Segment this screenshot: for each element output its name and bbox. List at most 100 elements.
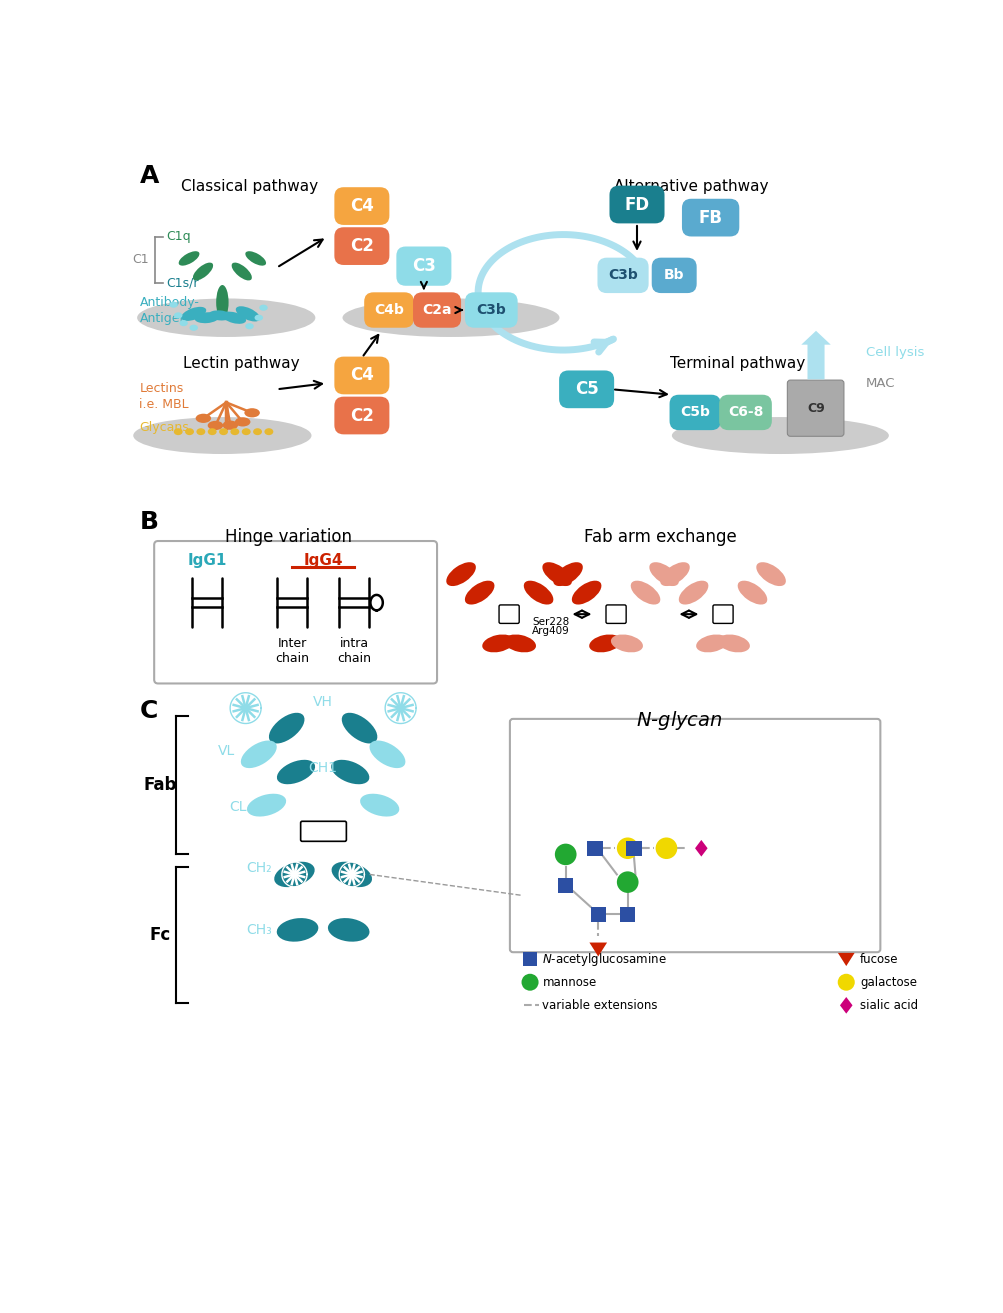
Text: IgG1: IgG1	[187, 553, 227, 567]
Ellipse shape	[174, 312, 183, 319]
Text: Inter
chain: Inter chain	[275, 637, 309, 666]
Ellipse shape	[542, 562, 572, 586]
Text: Lectins
i.e. MBL: Lectins i.e. MBL	[139, 382, 189, 411]
Ellipse shape	[133, 418, 311, 454]
Text: FB: FB	[698, 209, 722, 227]
Ellipse shape	[222, 311, 246, 324]
Text: C1: C1	[132, 253, 148, 267]
Bar	[619, 907, 635, 922]
Ellipse shape	[241, 741, 277, 768]
Circle shape	[555, 844, 576, 865]
Text: FD: FD	[624, 196, 649, 214]
Text: Antibody-
Antigen: Antibody- Antigen	[139, 295, 200, 324]
Ellipse shape	[331, 861, 372, 888]
Text: Hinge variation: Hinge variation	[225, 528, 351, 546]
Text: C1s/r: C1s/r	[165, 277, 199, 290]
Bar	[626, 840, 641, 856]
Text: Glycans: Glycans	[139, 421, 189, 435]
FancyBboxPatch shape	[364, 293, 413, 328]
FancyBboxPatch shape	[681, 198, 738, 236]
Text: Fab: Fab	[143, 776, 177, 794]
Circle shape	[837, 974, 854, 991]
Text: Cell lysis: Cell lysis	[865, 345, 923, 358]
Bar	[590, 907, 606, 922]
Ellipse shape	[179, 251, 200, 265]
Text: C2: C2	[350, 238, 373, 255]
Ellipse shape	[610, 634, 642, 653]
Text: $N$-acetylglucosamine: $N$-acetylglucosamine	[542, 951, 666, 968]
FancyBboxPatch shape	[396, 247, 451, 286]
Ellipse shape	[244, 408, 260, 418]
FancyBboxPatch shape	[412, 293, 460, 328]
Text: C5b: C5b	[679, 406, 709, 419]
FancyBboxPatch shape	[718, 395, 771, 431]
FancyBboxPatch shape	[651, 257, 696, 293]
Text: C3: C3	[411, 257, 435, 276]
Ellipse shape	[553, 562, 583, 586]
Text: Fc: Fc	[149, 926, 171, 944]
Text: C4b: C4b	[374, 303, 403, 316]
Text: $\it{N}$-glycan: $\it{N}$-glycan	[636, 709, 722, 731]
Ellipse shape	[170, 302, 178, 307]
FancyArrow shape	[800, 331, 829, 379]
FancyBboxPatch shape	[334, 188, 389, 225]
FancyBboxPatch shape	[712, 605, 732, 624]
Ellipse shape	[242, 428, 251, 435]
Ellipse shape	[223, 420, 238, 429]
Text: CL: CL	[229, 800, 247, 814]
Ellipse shape	[196, 414, 211, 423]
Ellipse shape	[360, 794, 399, 817]
FancyBboxPatch shape	[334, 397, 389, 435]
Ellipse shape	[255, 315, 263, 320]
Text: Bb: Bb	[663, 268, 684, 282]
Text: VL: VL	[218, 744, 235, 758]
Ellipse shape	[504, 634, 536, 653]
Ellipse shape	[328, 918, 369, 941]
Ellipse shape	[369, 741, 405, 768]
Text: CH₃: CH₃	[246, 923, 272, 937]
FancyBboxPatch shape	[154, 541, 436, 684]
Ellipse shape	[209, 310, 232, 320]
Ellipse shape	[695, 634, 727, 653]
Ellipse shape	[216, 285, 229, 319]
Polygon shape	[840, 997, 852, 1014]
Ellipse shape	[236, 306, 260, 322]
Ellipse shape	[277, 760, 315, 784]
Text: C6-8: C6-8	[727, 406, 762, 419]
Ellipse shape	[671, 418, 888, 454]
FancyBboxPatch shape	[334, 357, 389, 394]
Ellipse shape	[235, 418, 250, 427]
Ellipse shape	[245, 251, 266, 265]
Ellipse shape	[464, 580, 494, 604]
Bar	[558, 877, 573, 893]
Ellipse shape	[193, 263, 213, 281]
Ellipse shape	[331, 760, 369, 784]
Ellipse shape	[589, 634, 621, 653]
Polygon shape	[656, 840, 668, 856]
Ellipse shape	[572, 580, 601, 604]
Ellipse shape	[445, 562, 475, 586]
Ellipse shape	[264, 428, 273, 435]
Bar	[587, 840, 602, 856]
FancyBboxPatch shape	[786, 379, 844, 436]
Ellipse shape	[649, 562, 678, 586]
Text: variable extensions: variable extensions	[542, 999, 657, 1012]
Ellipse shape	[630, 580, 660, 604]
FancyBboxPatch shape	[300, 822, 346, 842]
Text: C2a: C2a	[422, 303, 451, 316]
FancyBboxPatch shape	[606, 605, 626, 624]
Text: galactose: galactose	[860, 976, 917, 989]
Ellipse shape	[524, 580, 553, 604]
FancyBboxPatch shape	[597, 257, 648, 293]
Text: B: B	[139, 511, 158, 534]
Text: C3b: C3b	[608, 268, 637, 282]
Text: A: A	[139, 164, 158, 188]
Ellipse shape	[247, 794, 286, 817]
Ellipse shape	[181, 307, 206, 320]
Text: C9: C9	[806, 402, 824, 415]
Circle shape	[521, 974, 538, 991]
Ellipse shape	[197, 428, 206, 435]
Text: fucose: fucose	[860, 953, 898, 965]
Bar	[523, 952, 537, 966]
Ellipse shape	[737, 580, 766, 604]
